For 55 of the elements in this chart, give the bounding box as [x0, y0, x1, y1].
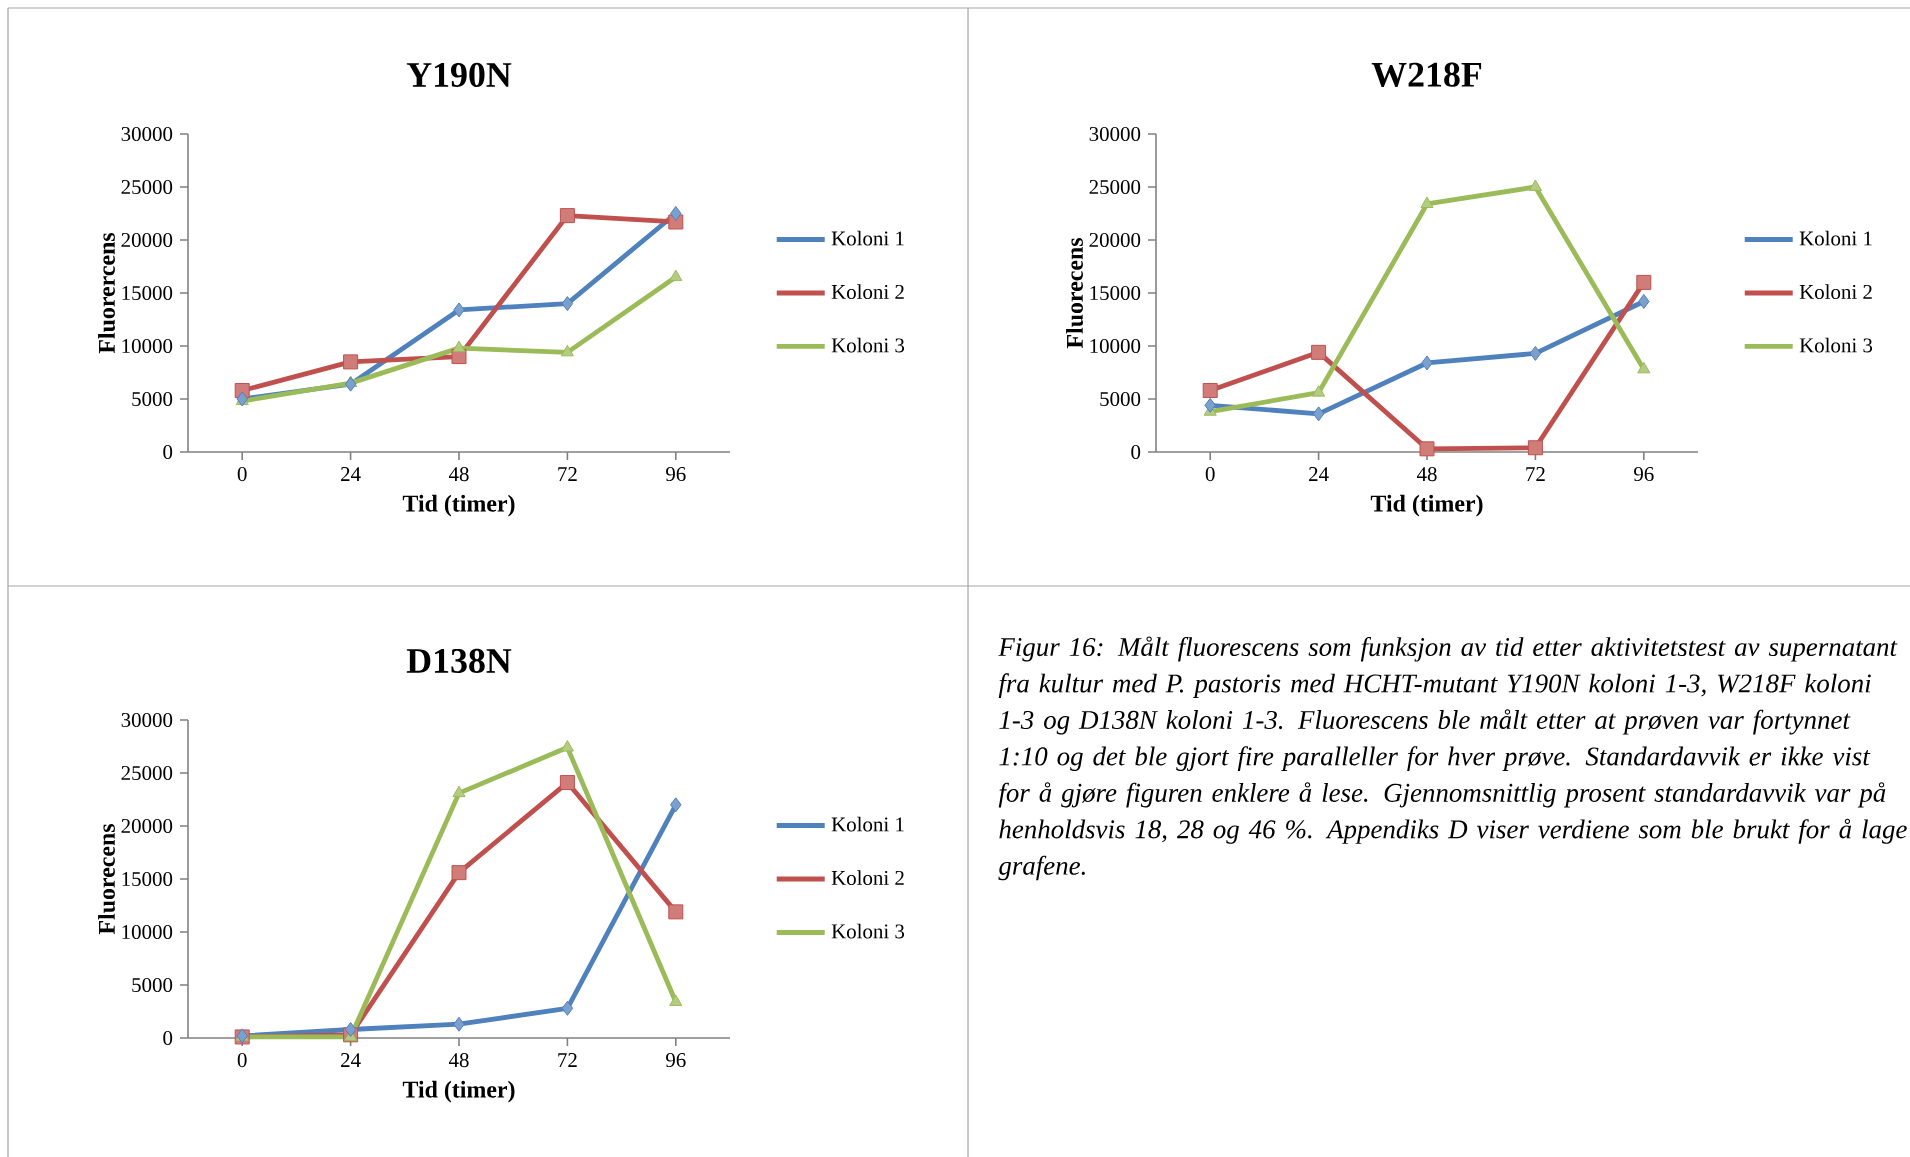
chart-title: W218F: [1371, 62, 1482, 87]
y-axis-title: Fluorecens: [1066, 238, 1083, 349]
x-tick-label: 24: [1309, 467, 1329, 481]
y-tick-label: 20000: [1089, 232, 1141, 248]
x-tick-label: 0: [1205, 467, 1215, 482]
y-tick-label: 25000: [121, 765, 173, 781]
y-tick-label: 30000: [1089, 126, 1141, 142]
x-tick-label: 96: [666, 467, 686, 482]
text: Figur 16: Målt fluorescens som funksjon av tid etter aktivitetstest av supernatant fra kultur med P. pastoris med HCHT-mutant Y190N koloni 1-3, W218F koloni 1-3 og D138N koloni 1-3. Fluorescens ble målt etter at prøven var fortynnet 1:10 og det ble gjort fire paralleller for hver prøve. Standardavvik er ikke vist for å gjøre figuren enklere å lese. Gjennomsnittlig prosent standardavvik var på henholdsvis 18, 28 og 46 %. Appendiks D viser verdiene som ble brukt for å lage grafene.: [998, 636, 1907, 881]
legend-label: Koloni 3: [831, 923, 905, 939]
x-tick-label: 24: [341, 467, 361, 481]
y-tick-label: 25000: [121, 179, 173, 195]
x-tick-label: 96: [1634, 467, 1654, 482]
x-tick-label: 48: [1416, 467, 1437, 482]
y-tick-label: 15000: [122, 285, 173, 301]
y-tick-label: 30000: [121, 126, 173, 142]
y-tick-label: 10000: [122, 924, 173, 940]
y-tick-label: 30000: [121, 712, 173, 728]
x-tick-label: 72: [1526, 467, 1545, 481]
legend-label: Koloni 1: [1799, 230, 1872, 246]
y-tick-label: 0: [1131, 444, 1141, 460]
y-tick-label: 0: [163, 1030, 173, 1046]
x-tick-label: 48: [448, 467, 469, 482]
x-tick-label: 48: [448, 1053, 469, 1068]
y-tick-label: 15000: [122, 871, 173, 887]
legend-label: Koloni 1: [831, 230, 904, 246]
y-tick-label: 5000: [132, 977, 173, 993]
y-tick-label: 10000: [122, 338, 173, 354]
legend-label: Koloni 1: [831, 816, 904, 832]
legend-label: Koloni 2: [831, 284, 904, 299]
x-tick-label: 96: [666, 1053, 686, 1068]
legend-label: Koloni 2: [831, 870, 904, 885]
y-tick-label: 25000: [1089, 179, 1141, 195]
x-tick-label: 24: [341, 1053, 361, 1067]
y-tick-label: 20000: [121, 232, 173, 248]
x-tick-label: 0: [237, 1053, 247, 1068]
y-tick-label: 10000: [1090, 338, 1141, 354]
y-tick-label: 5000: [132, 391, 173, 407]
legend-label: Koloni 2: [1799, 284, 1872, 299]
y-tick-label: 15000: [1090, 285, 1141, 301]
legend-label: Koloni 3: [1799, 337, 1873, 353]
x-axis-title: Tid (timer): [402, 494, 515, 517]
x-tick-label: 72: [558, 1053, 577, 1067]
y-tick-label: 0: [163, 444, 173, 460]
y-tick-label: 20000: [121, 818, 173, 834]
y-axis-title: Fluorercens: [98, 232, 115, 354]
y-axis-title: Fluorecens: [98, 824, 115, 935]
chart-title: Y190N: [406, 62, 512, 87]
y-tick-label: 5000: [1100, 391, 1141, 407]
legend-label: Koloni 3: [831, 337, 905, 353]
x-tick-label: 72: [558, 467, 577, 481]
x-axis-title: Tid (timer): [402, 1080, 515, 1103]
x-axis-title: Tid (timer): [1370, 494, 1483, 517]
x-tick-label: 0: [237, 467, 247, 482]
chart-title: D138N: [406, 648, 512, 673]
